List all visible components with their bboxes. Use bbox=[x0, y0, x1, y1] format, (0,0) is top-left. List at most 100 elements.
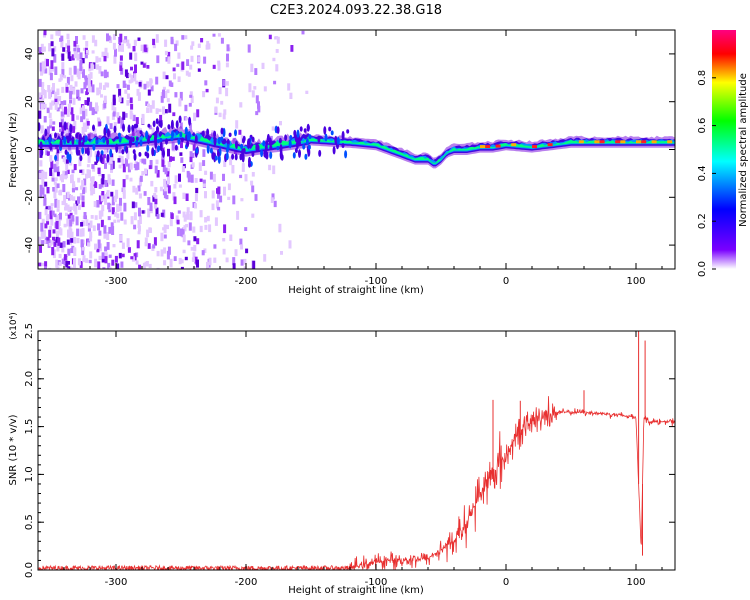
ridge-core bbox=[578, 140, 584, 144]
noise-cell bbox=[162, 164, 166, 173]
noise-cell bbox=[65, 159, 69, 164]
noise-cell bbox=[107, 216, 111, 221]
noise-cell bbox=[192, 141, 196, 151]
noise-cell bbox=[66, 108, 70, 117]
noise-cell bbox=[98, 255, 102, 260]
noise-cell bbox=[100, 94, 103, 98]
colorbar-tick-label: 0.4 bbox=[697, 165, 708, 181]
noise-cell bbox=[113, 122, 117, 127]
noise-cell bbox=[119, 33, 123, 43]
band-blob bbox=[214, 155, 218, 161]
noise-cell bbox=[244, 227, 248, 231]
noise-cell bbox=[56, 107, 60, 112]
band-blob bbox=[63, 121, 67, 131]
noise-cell bbox=[113, 195, 117, 203]
noise-cell bbox=[59, 128, 62, 133]
noise-cell bbox=[96, 248, 100, 253]
noise-cell bbox=[97, 117, 101, 122]
band-blob bbox=[128, 138, 132, 148]
noise-cell bbox=[130, 256, 134, 260]
noise-cell bbox=[164, 167, 168, 175]
noise-cell bbox=[118, 88, 122, 98]
noise-cell bbox=[85, 41, 89, 47]
noise-cell bbox=[199, 178, 203, 182]
noise-cell bbox=[38, 211, 42, 220]
noise-cell bbox=[81, 228, 85, 237]
noise-cell bbox=[204, 170, 208, 175]
noise-cell bbox=[194, 178, 198, 183]
noise-cell bbox=[60, 104, 64, 110]
noise-cell bbox=[105, 71, 109, 78]
snr-series-line bbox=[38, 396, 675, 570]
noise-cell bbox=[49, 106, 53, 110]
band-blob bbox=[265, 151, 269, 160]
noise-cell bbox=[91, 164, 95, 169]
noise-cell bbox=[94, 39, 98, 47]
noise-cell bbox=[129, 162, 133, 170]
noise-cell bbox=[50, 219, 54, 226]
noise-cell bbox=[202, 160, 206, 166]
noise-cell bbox=[89, 231, 93, 238]
noise-cell bbox=[118, 95, 122, 103]
noise-cell bbox=[217, 62, 221, 71]
band-blob bbox=[156, 139, 160, 144]
noise-cell bbox=[38, 262, 42, 267]
noise-cell bbox=[174, 175, 178, 184]
band-blob bbox=[81, 141, 85, 147]
band-blob bbox=[71, 136, 75, 146]
noise-cell bbox=[122, 80, 126, 88]
band-blob bbox=[139, 139, 143, 147]
noise-cell bbox=[126, 39, 130, 47]
noise-cell bbox=[181, 35, 185, 40]
noise-cell bbox=[98, 184, 102, 189]
noise-cell bbox=[170, 36, 174, 45]
noise-cell bbox=[119, 234, 123, 242]
noise-cell bbox=[40, 233, 44, 239]
noise-cell bbox=[59, 174, 63, 181]
noise-cell bbox=[67, 248, 71, 256]
band-blob bbox=[298, 149, 301, 158]
noise-cell bbox=[217, 60, 221, 66]
noise-cell bbox=[108, 254, 112, 258]
noise-cell bbox=[78, 157, 82, 167]
noise-cell bbox=[98, 66, 102, 74]
band-blob bbox=[49, 143, 53, 151]
noise-cell bbox=[81, 246, 85, 256]
noise-cell bbox=[104, 47, 108, 57]
band-blob bbox=[235, 140, 238, 149]
noise-cell bbox=[84, 108, 88, 117]
noise-cell bbox=[172, 192, 176, 201]
noise-cell bbox=[66, 33, 70, 40]
noise-cell bbox=[58, 227, 62, 234]
noise-cell bbox=[46, 187, 50, 194]
snr-multiplier: (x10⁴) bbox=[9, 312, 19, 339]
band-blob bbox=[152, 120, 156, 128]
noise-cell bbox=[186, 207, 190, 213]
noise-cell bbox=[111, 226, 115, 235]
noise-cell bbox=[144, 47, 148, 53]
noise-cell bbox=[222, 113, 226, 120]
noise-cell bbox=[168, 103, 172, 113]
band-blob bbox=[170, 119, 174, 130]
band-blob bbox=[60, 131, 64, 137]
noise-cell bbox=[192, 226, 196, 233]
noise-cell bbox=[180, 266, 184, 269]
noise-cell bbox=[149, 202, 153, 211]
noise-cell bbox=[139, 159, 143, 163]
ridge-core bbox=[495, 144, 501, 148]
noise-cell bbox=[189, 211, 193, 221]
noise-cell bbox=[89, 220, 93, 228]
noise-cell bbox=[180, 228, 183, 237]
noise-cell bbox=[251, 90, 255, 98]
noise-cell bbox=[107, 262, 111, 269]
noise-cell bbox=[247, 44, 251, 53]
noise-cell bbox=[79, 193, 83, 201]
noise-cell bbox=[162, 71, 166, 80]
band-blob bbox=[307, 144, 311, 150]
noise-cell bbox=[218, 112, 222, 118]
noise-cell bbox=[40, 67, 43, 76]
band-blob bbox=[225, 152, 229, 161]
band-blob bbox=[284, 134, 288, 141]
noise-cell bbox=[94, 182, 98, 188]
